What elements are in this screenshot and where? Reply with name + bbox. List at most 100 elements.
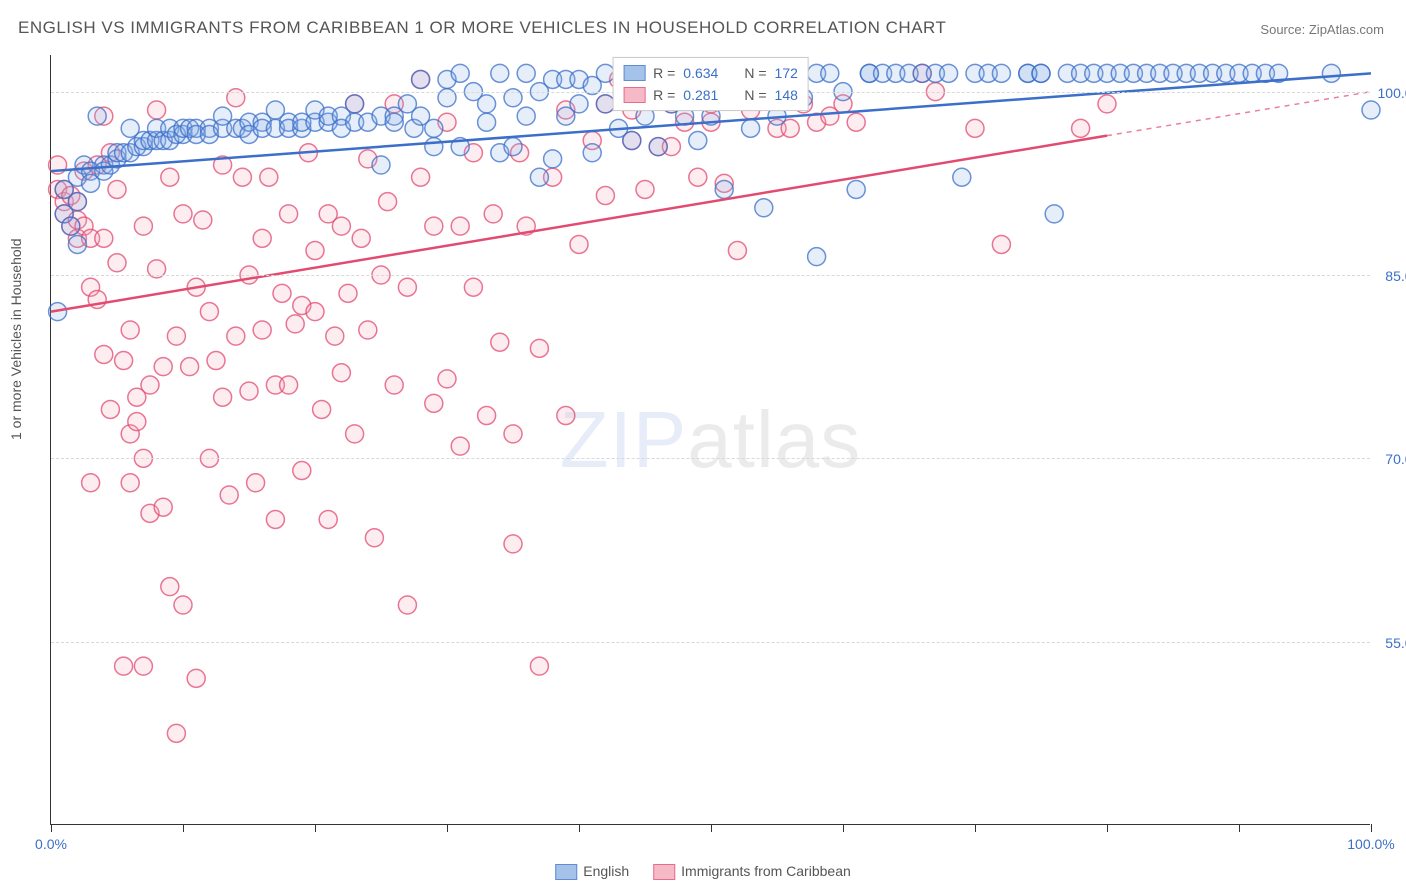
scatter-point-caribbean (115, 352, 133, 370)
y-axis-title: 1 or more Vehicles in Household (8, 238, 24, 440)
trend-line-dashed-caribbean (1107, 92, 1371, 136)
scatter-point-caribbean (128, 413, 146, 431)
scatter-point-caribbean (491, 333, 509, 351)
scatter-point-caribbean (174, 596, 192, 614)
gridline: 55.0% (51, 642, 1370, 643)
scatter-svg (51, 55, 1370, 824)
legend-label-english: English (583, 863, 629, 879)
scatter-point-caribbean (464, 278, 482, 296)
x-tick (183, 824, 184, 832)
scatter-point-english (1032, 64, 1050, 82)
scatter-point-caribbean (181, 358, 199, 376)
legend-swatch-english (555, 864, 577, 880)
scatter-point-caribbean (161, 168, 179, 186)
scatter-point-caribbean (306, 303, 324, 321)
source-label: Source: ZipAtlas.com (1260, 22, 1384, 37)
scatter-point-english (68, 193, 86, 211)
scatter-point-english (1362, 101, 1380, 119)
scatter-point-caribbean (154, 358, 172, 376)
scatter-point-english (412, 70, 430, 88)
correlation-legend-row-english: R = 0.634 N = 172 (623, 62, 798, 84)
scatter-point-caribbean (174, 205, 192, 223)
scatter-point-caribbean (200, 303, 218, 321)
r-value-english: 0.634 (683, 62, 718, 84)
x-tick-label: 0.0% (35, 836, 67, 852)
x-tick (447, 824, 448, 832)
scatter-point-caribbean (207, 352, 225, 370)
scatter-point-english (425, 138, 443, 156)
scatter-point-caribbean (253, 229, 271, 247)
r-value-caribbean: 0.281 (683, 84, 718, 106)
y-tick-label: 100.0% (1378, 85, 1406, 101)
scatter-point-caribbean (379, 193, 397, 211)
scatter-point-caribbean (121, 321, 139, 339)
scatter-point-english (385, 113, 403, 131)
y-tick-label: 85.0% (1385, 268, 1406, 284)
scatter-point-caribbean (280, 205, 298, 223)
x-tick-label: 100.0% (1347, 836, 1394, 852)
legend-label-caribbean: Immigrants from Caribbean (681, 863, 851, 879)
scatter-point-caribbean (365, 529, 383, 547)
scatter-point-caribbean (154, 498, 172, 516)
x-tick (1371, 824, 1372, 832)
scatter-point-english (530, 168, 548, 186)
scatter-point-caribbean (451, 437, 469, 455)
scatter-point-caribbean (332, 217, 350, 235)
scatter-point-english (504, 138, 522, 156)
scatter-point-english (649, 138, 667, 156)
scatter-point-caribbean (966, 119, 984, 137)
gridline: 85.0% (51, 275, 1370, 276)
legend-item-english: English (555, 863, 629, 880)
scatter-point-english (821, 64, 839, 82)
scatter-point-english (517, 64, 535, 82)
scatter-point-caribbean (101, 400, 119, 418)
scatter-point-caribbean (115, 657, 133, 675)
scatter-point-caribbean (313, 400, 331, 418)
scatter-point-caribbean (326, 327, 344, 345)
scatter-point-english (847, 180, 865, 198)
scatter-point-english (940, 64, 958, 82)
scatter-point-english (583, 144, 601, 162)
scatter-point-caribbean (167, 724, 185, 742)
scatter-point-english (623, 132, 641, 150)
r-label: R = (653, 62, 675, 84)
scatter-point-caribbean (121, 474, 139, 492)
scatter-point-caribbean (636, 180, 654, 198)
scatter-point-english (68, 235, 86, 253)
scatter-point-caribbean (148, 101, 166, 119)
legend-swatch-english (623, 65, 645, 81)
scatter-point-caribbean (339, 284, 357, 302)
scatter-point-caribbean (214, 388, 232, 406)
scatter-point-caribbean (293, 462, 311, 480)
scatter-point-caribbean (530, 339, 548, 357)
plot-area: ZIPatlas R = 0.634 N = 172 R = 0.281 N =… (50, 55, 1370, 825)
source-name: ZipAtlas.com (1309, 22, 1384, 37)
scatter-point-english (953, 168, 971, 186)
scatter-point-english (491, 64, 509, 82)
x-tick (51, 824, 52, 832)
legend-swatch-caribbean (653, 864, 675, 880)
scatter-point-caribbean (286, 315, 304, 333)
scatter-point-caribbean (425, 217, 443, 235)
source-prefix: Source: (1260, 22, 1305, 37)
x-tick (1107, 824, 1108, 832)
scatter-point-caribbean (306, 242, 324, 260)
scatter-point-caribbean (398, 596, 416, 614)
scatter-point-english (544, 150, 562, 168)
series-legend: English Immigrants from Caribbean (555, 863, 851, 880)
n-label: N = (744, 62, 766, 84)
legend-swatch-caribbean (623, 87, 645, 103)
scatter-point-caribbean (319, 510, 337, 528)
correlation-legend: R = 0.634 N = 172 R = 0.281 N = 148 (612, 57, 809, 111)
scatter-point-caribbean (385, 376, 403, 394)
scatter-point-caribbean (570, 235, 588, 253)
scatter-point-caribbean (332, 364, 350, 382)
scatter-point-english (517, 107, 535, 125)
x-tick (1239, 824, 1240, 832)
chart-title: ENGLISH VS IMMIGRANTS FROM CARIBBEAN 1 O… (18, 18, 946, 38)
scatter-point-english (62, 217, 80, 235)
scatter-point-english (1045, 205, 1063, 223)
scatter-point-english (808, 248, 826, 266)
scatter-point-caribbean (141, 376, 159, 394)
scatter-point-caribbean (504, 535, 522, 553)
